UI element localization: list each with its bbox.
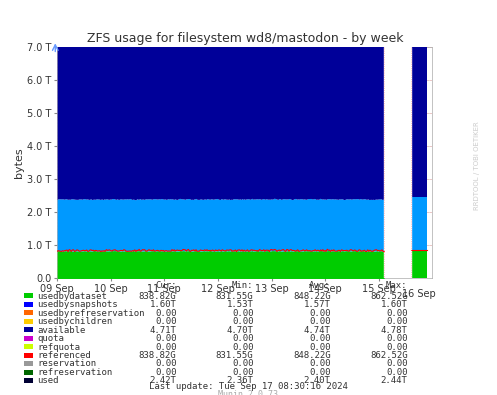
Text: 0.00: 0.00 [386,317,408,326]
Text: 1.53T: 1.53T [227,300,253,309]
Text: 0.00: 0.00 [386,359,408,369]
Text: available: available [37,325,85,335]
Text: Max:: Max: [386,280,408,290]
Text: 4.71T: 4.71T [150,325,176,335]
Text: refquota: refquota [37,342,81,352]
Text: 1.57T: 1.57T [304,300,331,309]
Text: 0.00: 0.00 [232,317,253,326]
Text: used: used [37,376,59,386]
Text: 848.22G: 848.22G [293,351,331,360]
Text: 0.00: 0.00 [386,368,408,377]
Text: 0.00: 0.00 [309,308,331,318]
Text: Avg:: Avg: [309,280,331,290]
Text: 838.82G: 838.82G [139,351,176,360]
Text: usedbysnapshots: usedbysnapshots [37,300,118,309]
Bar [384,47,411,278]
Y-axis label: bytes: bytes [14,148,24,178]
Text: 831.55G: 831.55G [216,292,253,301]
Title: ZFS usage for filesystem wd8/mastodon - by week: ZFS usage for filesystem wd8/mastodon - … [86,32,403,45]
Text: 0.00: 0.00 [232,308,253,318]
Text: 0.00: 0.00 [309,317,331,326]
Text: 4.78T: 4.78T [381,325,408,335]
Text: 0.00: 0.00 [155,359,176,369]
Text: 1.60T: 1.60T [381,300,408,309]
Text: 0.00: 0.00 [155,368,176,377]
Text: quota: quota [37,334,64,343]
Text: RRDTOOL / TOBI OETIKER: RRDTOOL / TOBI OETIKER [474,122,480,210]
Text: usedbyrefreservation: usedbyrefreservation [37,308,145,318]
Text: 0.00: 0.00 [232,359,253,369]
Text: 862.52G: 862.52G [370,351,408,360]
Text: 0.00: 0.00 [309,342,331,352]
Text: referenced: referenced [37,351,91,360]
Text: refreservation: refreservation [37,368,112,377]
Text: Last update: Tue Sep 17 08:30:16 2024: Last update: Tue Sep 17 08:30:16 2024 [149,382,348,391]
Text: 2.40T: 2.40T [304,376,331,386]
Text: 848.22G: 848.22G [293,292,331,301]
Text: 0.00: 0.00 [155,308,176,318]
Text: 2.36T: 2.36T [227,376,253,386]
Text: usedbydataset: usedbydataset [37,292,107,301]
Text: 0.00: 0.00 [386,308,408,318]
Text: 0.00: 0.00 [232,342,253,352]
Text: Munin 2.0.73: Munin 2.0.73 [219,390,278,395]
Text: 831.55G: 831.55G [216,351,253,360]
Text: reservation: reservation [37,359,96,369]
Text: 0.00: 0.00 [232,368,253,377]
Text: 1.60T: 1.60T [150,300,176,309]
Text: 0.00: 0.00 [309,359,331,369]
Text: 0.00: 0.00 [309,368,331,377]
Text: usedbychildren: usedbychildren [37,317,112,326]
Text: 2.42T: 2.42T [150,376,176,386]
Text: Min:: Min: [232,280,253,290]
Text: 0.00: 0.00 [155,342,176,352]
Text: 0.00: 0.00 [232,334,253,343]
Text: 838.82G: 838.82G [139,292,176,301]
Text: 0.00: 0.00 [155,317,176,326]
Text: 0.00: 0.00 [155,334,176,343]
Text: 4.74T: 4.74T [304,325,331,335]
Text: 16 Sep: 16 Sep [402,289,436,299]
Text: Cur:: Cur: [155,280,176,290]
Text: 862.52G: 862.52G [370,292,408,301]
Text: 0.00: 0.00 [386,334,408,343]
Text: 0.00: 0.00 [309,334,331,343]
Text: 4.70T: 4.70T [227,325,253,335]
Text: 0.00: 0.00 [386,342,408,352]
Text: 2.44T: 2.44T [381,376,408,386]
